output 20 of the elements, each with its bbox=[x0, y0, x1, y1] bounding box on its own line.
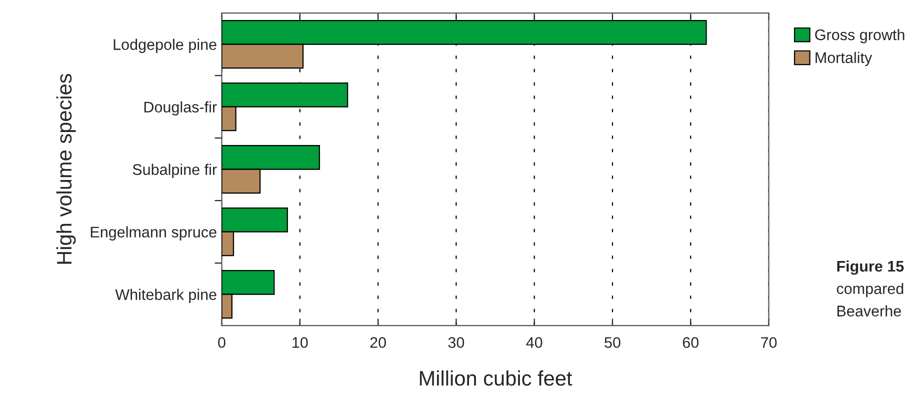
caption: Figure 15 bbox=[837, 260, 904, 275]
x-tick-label: 70 bbox=[761, 337, 777, 348]
text: compared bbox=[836, 282, 904, 298]
y-tick-label: Engelmann spruce bbox=[90, 226, 216, 241]
x-axis-title: Million cubic feet bbox=[420, 370, 572, 386]
legend-label: Mortality bbox=[816, 52, 872, 66]
y-tick-label: Whitebark pine bbox=[115, 288, 216, 304]
x-tick-label: 10 bbox=[292, 337, 308, 348]
x-tick-label: 60 bbox=[682, 337, 699, 348]
x-tick-label: 30 bbox=[448, 337, 464, 348]
legend-label: Gross growth bbox=[815, 28, 904, 44]
x-tick-label: 20 bbox=[370, 337, 386, 348]
text: Beaverhe bbox=[837, 305, 901, 316]
y-tick-label: Lodgepole pine bbox=[114, 38, 216, 53]
x-tick-label: 40 bbox=[526, 337, 542, 348]
y-axis-title: High volume species bbox=[56, 74, 76, 264]
x-tick-label: 50 bbox=[604, 337, 620, 348]
x-tick-label: 0 bbox=[218, 337, 226, 348]
y-tick-label: Douglas-fir bbox=[144, 101, 217, 116]
y-tick-label: Subalpine fir bbox=[132, 164, 217, 178]
